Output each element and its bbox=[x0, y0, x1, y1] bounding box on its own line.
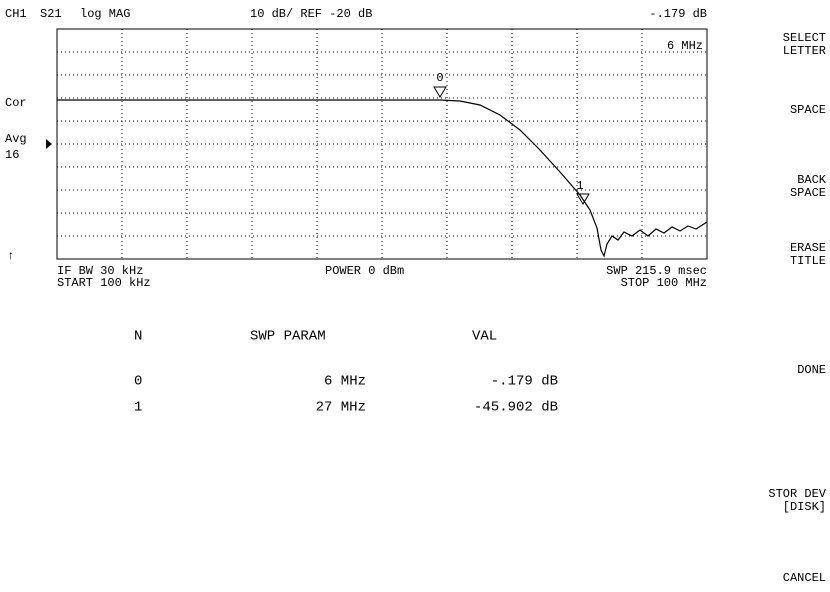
softkey-label[interactable]: STOR DEV bbox=[768, 487, 826, 501]
softkey[interactable]: CANCEL bbox=[783, 571, 826, 585]
marker-0-label: 0 bbox=[436, 71, 443, 85]
stop: STOP 100 MHz bbox=[621, 276, 707, 290]
format: log MAG bbox=[80, 7, 130, 21]
softkey-label[interactable]: SPACE bbox=[790, 186, 826, 200]
marker-1-label: 1 bbox=[576, 179, 583, 193]
table-cell: 1 bbox=[134, 400, 142, 416]
marker-1-symbol bbox=[576, 193, 590, 205]
table-cell: -45.902 dB bbox=[474, 400, 558, 416]
softkey-label[interactable]: ERASE bbox=[790, 241, 826, 255]
softkey[interactable]: DONE bbox=[797, 363, 826, 377]
channel: CH1 bbox=[5, 7, 27, 21]
annotation: ↑ bbox=[7, 249, 14, 263]
marker-value: -.179 dB bbox=[649, 7, 707, 21]
graph-frame bbox=[56, 28, 708, 260]
softkey-label[interactable]: SELECT bbox=[783, 31, 826, 45]
table-cell: 6 MHz bbox=[324, 374, 366, 390]
softkey-label[interactable]: [DISK] bbox=[783, 500, 826, 514]
softkey-label[interactable]: BACK bbox=[797, 173, 827, 187]
softkey-label[interactable]: SPACE bbox=[790, 103, 826, 117]
annotation: 16 bbox=[5, 148, 19, 162]
marker-table: N SWP PARAM VAL 0 6 MHz -.179 dB 1 27 MH… bbox=[134, 329, 558, 416]
power: POWER 0 dBm bbox=[325, 264, 404, 278]
table-cell: 27 MHz bbox=[316, 400, 366, 416]
annotation: Cor bbox=[5, 96, 27, 110]
annotation: Avg bbox=[5, 132, 27, 146]
parameter: S21 bbox=[40, 7, 62, 21]
sweep-time: SWP 215.9 msec bbox=[606, 264, 707, 278]
ref-pointer bbox=[46, 139, 52, 149]
marker-stimulus: 6 MHz bbox=[667, 39, 703, 53]
table-header: SWP PARAM bbox=[250, 329, 326, 345]
softkey-menu: SELECTLETTERSPACEBACKSPACEERASETITLEDONE… bbox=[768, 31, 826, 585]
softkey-label[interactable]: CANCEL bbox=[783, 571, 826, 585]
softkey-label[interactable]: LETTER bbox=[783, 44, 826, 58]
softkey[interactable]: STOR DEV[DISK] bbox=[768, 487, 826, 514]
table-cell: 0 bbox=[134, 374, 142, 390]
softkey-label[interactable]: DONE bbox=[797, 363, 826, 377]
softkey[interactable]: SPACE bbox=[790, 103, 826, 117]
scale: 10 dB/ REF -20 dB bbox=[250, 7, 372, 21]
softkey-label[interactable]: TITLE bbox=[790, 254, 826, 268]
table-cell: -.179 dB bbox=[491, 374, 558, 390]
graticule bbox=[57, 29, 707, 259]
if-bw: IF BW 30 kHz bbox=[57, 264, 143, 278]
trace bbox=[57, 99, 708, 258]
start: START 100 kHz bbox=[57, 276, 151, 290]
table-header: VAL bbox=[472, 329, 497, 345]
table-header: N bbox=[134, 329, 142, 345]
marker-0-symbol bbox=[433, 86, 447, 98]
